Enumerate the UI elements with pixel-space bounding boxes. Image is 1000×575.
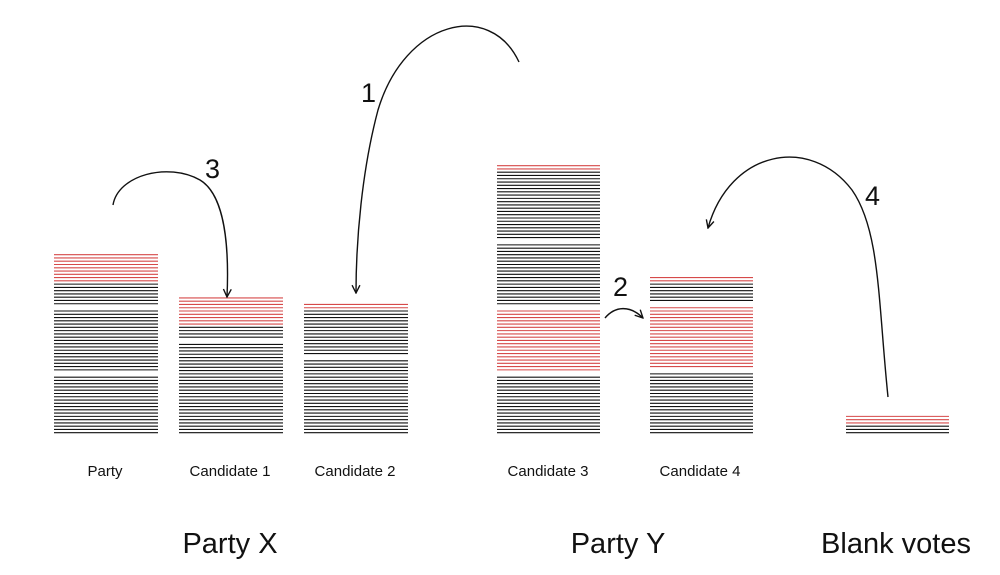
step-label-4: 4 [865,181,880,211]
stack-label-party: Party [87,463,123,480]
transfer-arrow-4 [708,156,889,398]
stack-candidate-2 [304,303,408,434]
stack-blank-votes [846,415,949,434]
stack-candidate-4 [650,277,753,434]
stack-label-candidate-1: Candidate 1 [190,463,271,480]
stack-label-candidate-2: Candidate 2 [315,463,396,480]
stack-candidate-1 [179,297,283,434]
stack-party [54,254,158,434]
group-label-blank-votes: Blank votes [821,528,971,560]
stack-label-candidate-3: Candidate 3 [508,463,589,480]
transfer-arrow-2 [604,307,643,318]
stack-candidate-3 [497,165,600,434]
stack-label-candidate-4: Candidate 4 [660,463,741,480]
step-label-2: 2 [613,272,628,302]
group-label-party-y: Party Y [571,528,666,560]
step-label-1: 1 [361,78,376,108]
transfer-arrow-3 [112,171,228,297]
transfer-arrow-1 [356,25,520,293]
step-label-3: 3 [205,154,220,184]
group-label-party-x: Party X [182,528,277,560]
